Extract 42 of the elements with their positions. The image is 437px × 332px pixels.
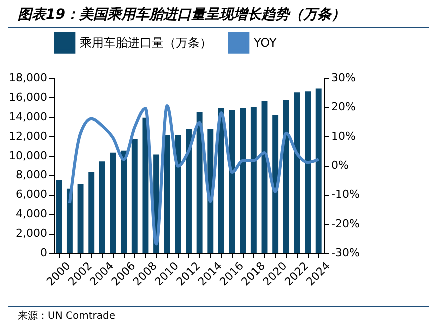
bar (305, 92, 312, 253)
y2-tick-label: -30% (332, 246, 360, 260)
bar (294, 92, 300, 253)
y-tick-label: 12,000 (9, 130, 48, 143)
bar (110, 152, 116, 253)
bar (229, 110, 236, 253)
y-tick-label: 18,000 (9, 72, 48, 84)
bar (164, 135, 170, 253)
y2-tick-label: 10% (332, 130, 356, 143)
y-tick-label: 8,000 (16, 168, 48, 182)
legend-label: 乘用车胎进口量（万条） (80, 36, 212, 50)
chart-title: 图表19：美国乘用车胎进口量呈现增长趋势（万条） (8, 0, 429, 28)
bar (88, 172, 95, 253)
y-tick-label: 14,000 (9, 110, 48, 124)
line-series (68, 104, 320, 246)
bar (121, 150, 128, 253)
bar (240, 108, 246, 253)
y-tick-label: 2,000 (16, 227, 48, 240)
bar (142, 118, 149, 253)
bar (250, 107, 257, 253)
y2-tick-label: 30% (332, 72, 356, 84)
y-tick-label: 4,000 (16, 208, 48, 221)
bar (78, 184, 84, 253)
bar (99, 162, 106, 253)
bar (175, 135, 182, 253)
bar (196, 112, 203, 253)
y-tick-label: 10,000 (9, 149, 48, 162)
y2-tick-label: -10% (332, 188, 360, 202)
source-note: 来源：UN Comtrade (8, 306, 429, 325)
bar (132, 139, 138, 253)
bar (283, 100, 290, 253)
y-tick-label: 16,000 (9, 90, 48, 104)
legend-label: YOY (253, 36, 278, 50)
bar (316, 88, 322, 253)
y-tick-label: 0 (40, 246, 48, 260)
y2-tick-label: 20% (332, 100, 356, 114)
bar (272, 114, 279, 253)
bar (56, 180, 62, 253)
y-tick-label: 6,000 (16, 188, 48, 202)
y2-tick-label: -20% (332, 217, 360, 230)
y2-tick-label: 0% (332, 159, 349, 172)
bar (186, 130, 192, 253)
